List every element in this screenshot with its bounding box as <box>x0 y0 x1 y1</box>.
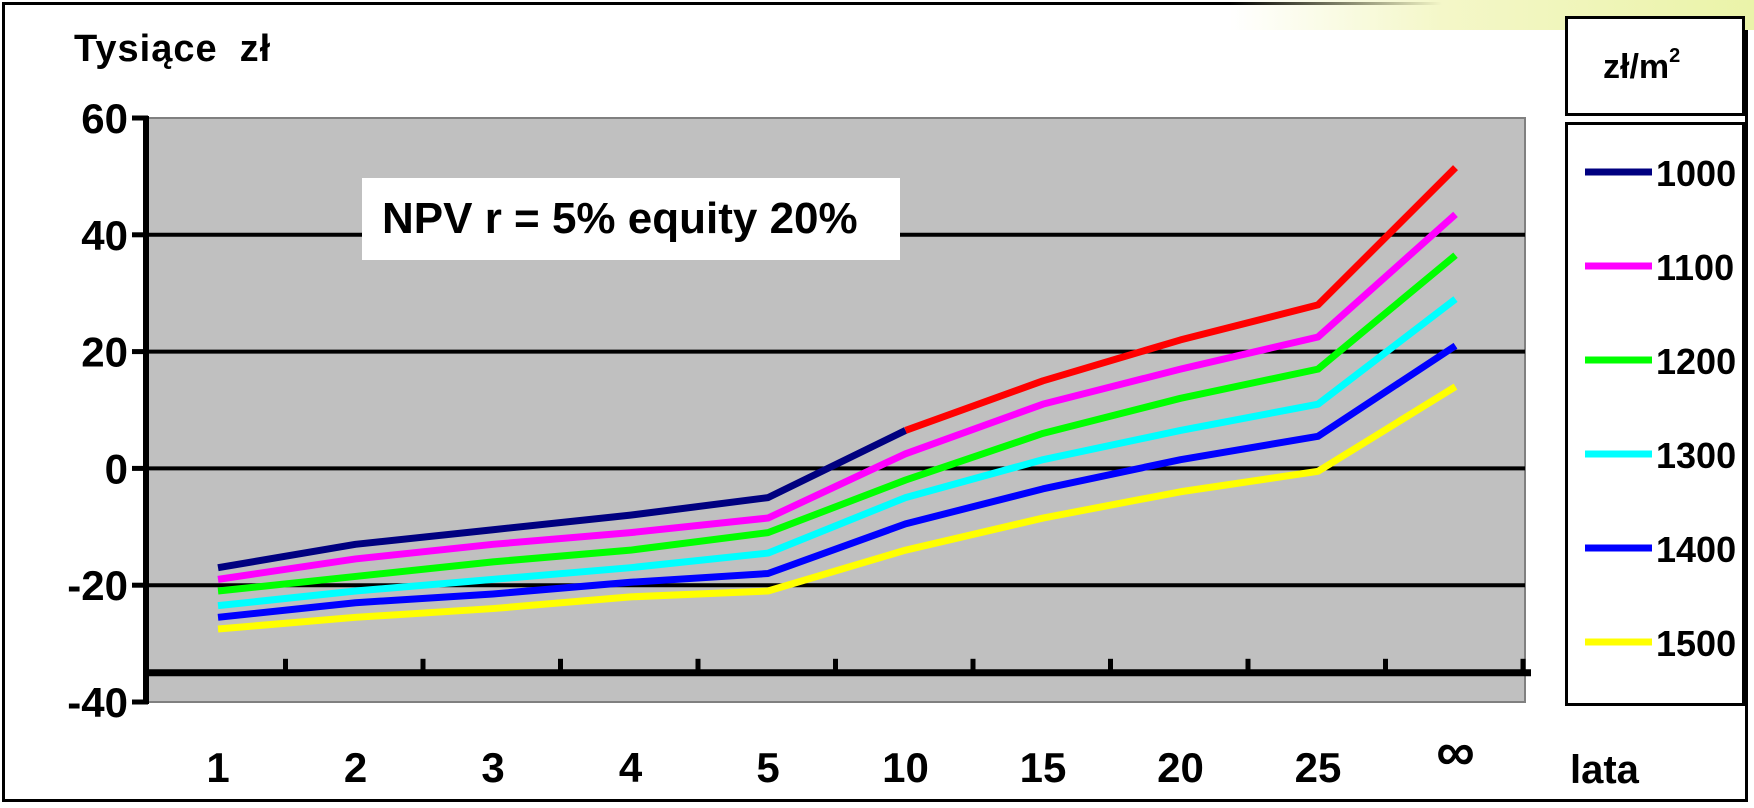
y-tick-label--40: -40 <box>67 679 128 726</box>
annotation-box <box>362 178 900 260</box>
legend-title-box <box>1565 16 1745 116</box>
x-tick-label-3: 4 <box>619 744 643 791</box>
x-tick-label-5: 10 <box>882 744 929 791</box>
x-axis-label: lata <box>1570 748 1639 792</box>
y-tick-label-0: 0 <box>105 445 128 492</box>
chart-annotation: NPV r = 5% equity 20% <box>382 194 858 243</box>
x-tick-label-4: 5 <box>756 744 779 791</box>
series-1500-line <box>217 383 1458 633</box>
series-1000-line <box>217 427 908 572</box>
series-1000-line-positive <box>904 165 1458 434</box>
x-tick-label-8: 25 <box>1295 744 1342 791</box>
x-tick-label-0: 1 <box>206 744 229 791</box>
y-tick-label-60: 60 <box>81 95 128 142</box>
series-1100-line <box>217 211 1458 583</box>
y-tick-label--20: -20 <box>67 562 128 609</box>
x-tick-label-9: ∞ <box>1436 722 1475 782</box>
x-tick-label-6: 15 <box>1020 744 1067 791</box>
series-1200-line <box>217 252 1458 595</box>
series-1400-line <box>217 342 1458 621</box>
y-axis-label: Tysiące zł <box>74 28 272 70</box>
x-tick-label-7: 20 <box>1157 744 1204 791</box>
series-1300-line <box>217 296 1458 610</box>
legend-title: zł/m2 <box>1603 44 1681 86</box>
x-tick-label-2: 3 <box>481 744 504 791</box>
y-tick-label-20: 20 <box>81 329 128 376</box>
y-tick-label-40: 40 <box>81 212 128 259</box>
x-tick-label-1: 2 <box>344 744 367 791</box>
legend <box>1565 122 1745 706</box>
